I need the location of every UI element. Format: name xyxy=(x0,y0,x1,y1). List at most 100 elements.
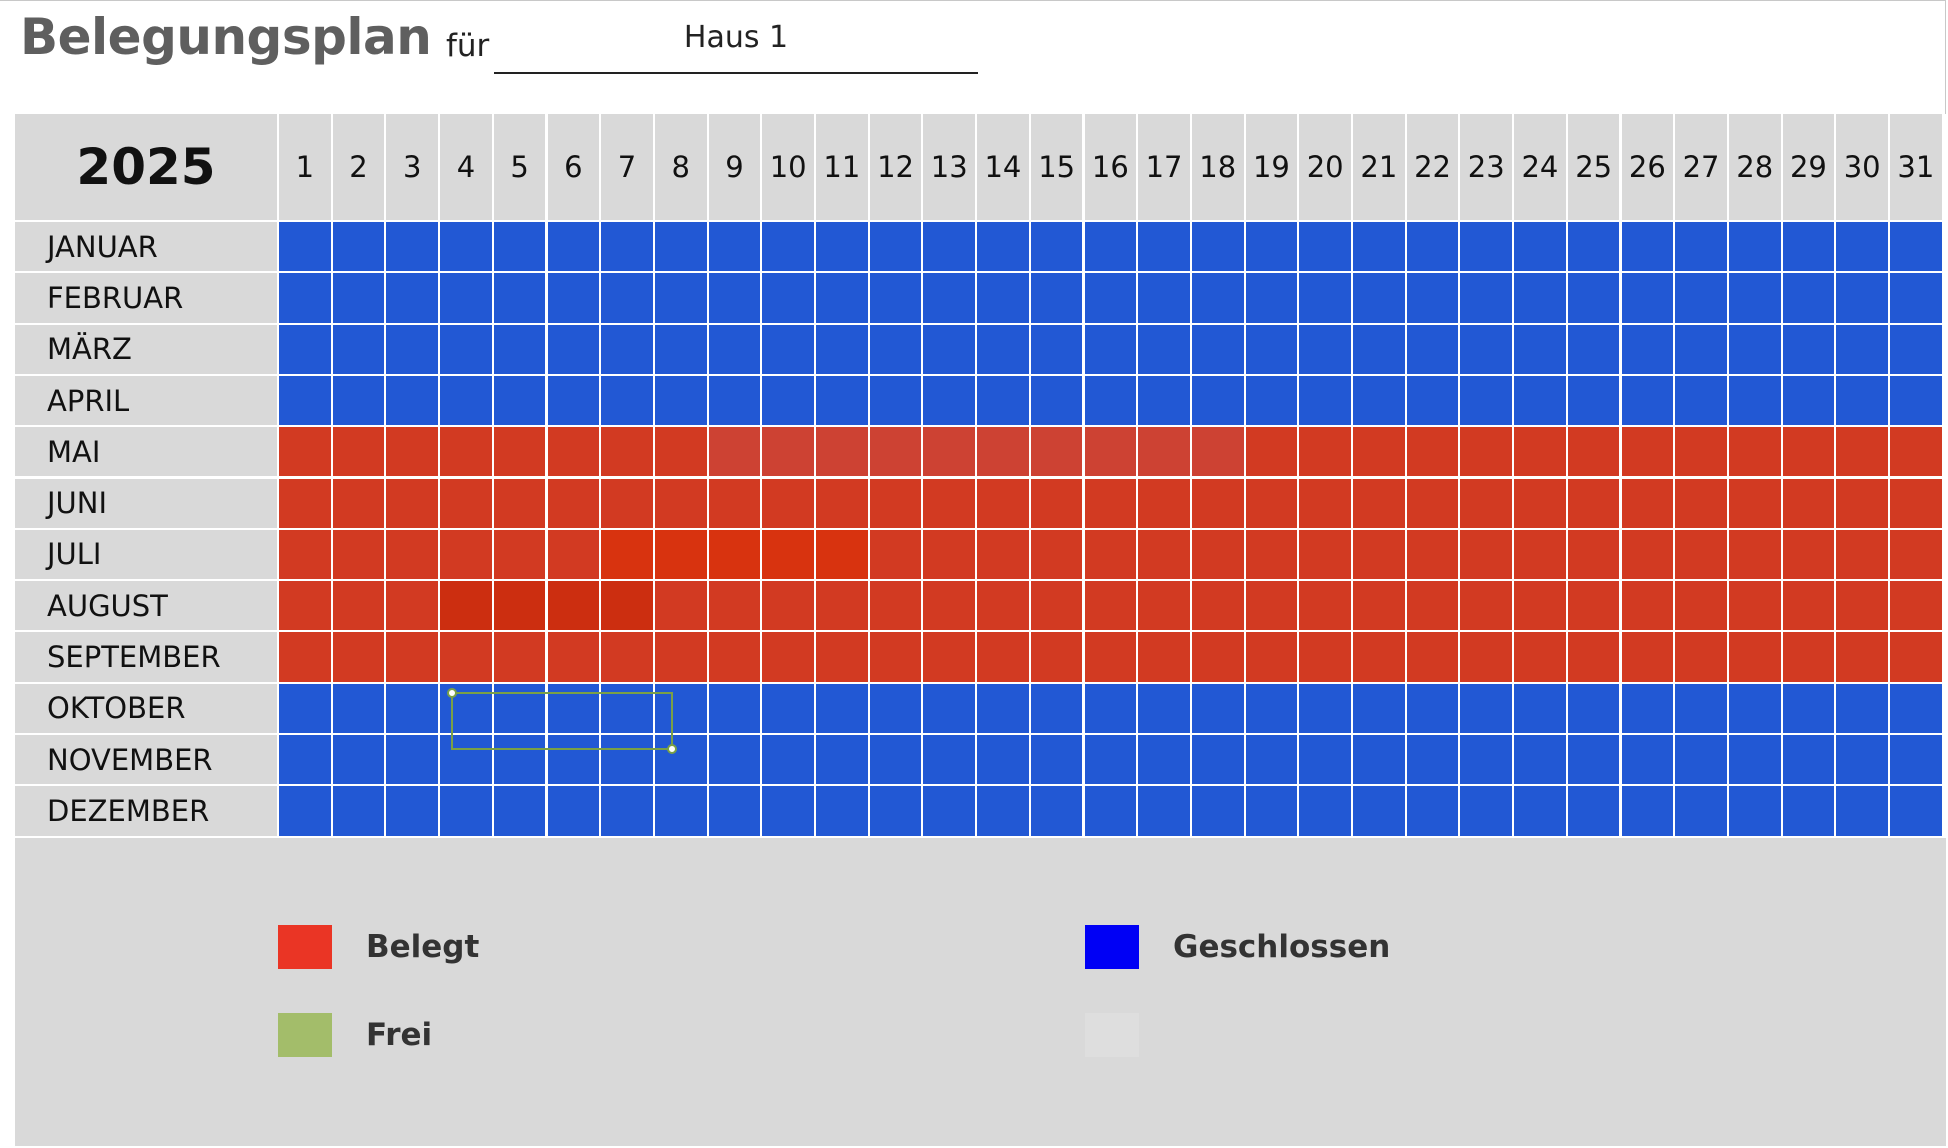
day-cell[interactable] xyxy=(1191,427,1246,479)
day-cell[interactable] xyxy=(1621,222,1676,274)
day-cell[interactable] xyxy=(1138,427,1192,479)
day-cell[interactable] xyxy=(279,581,333,633)
day-cell[interactable] xyxy=(977,786,1031,838)
day-cell[interactable] xyxy=(386,324,441,376)
day-cell[interactable] xyxy=(1514,222,1568,274)
day-cell[interactable] xyxy=(869,735,924,787)
day-cell[interactable] xyxy=(1675,529,1729,582)
day-cell[interactable] xyxy=(1728,683,1783,735)
day-cell[interactable] xyxy=(1030,786,1085,838)
day-cell[interactable] xyxy=(1084,427,1139,479)
day-cell[interactable] xyxy=(440,222,494,274)
day-cell[interactable] xyxy=(493,683,548,735)
day-cell[interactable] xyxy=(440,683,494,735)
day-cell[interactable] xyxy=(1406,324,1461,376)
day-cell[interactable] xyxy=(1836,273,1890,325)
day-cell[interactable] xyxy=(1406,478,1461,530)
day-cell[interactable] xyxy=(1084,222,1139,274)
day-cell[interactable] xyxy=(279,222,333,274)
day-cell[interactable] xyxy=(1084,683,1139,735)
day-cell[interactable] xyxy=(1084,632,1139,684)
house-field[interactable]: Haus 1 xyxy=(494,14,978,74)
day-cell[interactable] xyxy=(654,222,709,274)
day-cell[interactable] xyxy=(1245,735,1300,787)
day-cell[interactable] xyxy=(654,478,709,530)
day-cell[interactable] xyxy=(1191,529,1246,582)
day-cell[interactable] xyxy=(1890,375,1944,428)
day-cell[interactable] xyxy=(1406,375,1461,428)
day-cell[interactable] xyxy=(1514,735,1568,787)
day-cell[interactable] xyxy=(1836,324,1890,376)
day-cell[interactable] xyxy=(493,273,548,325)
day-cell[interactable] xyxy=(1191,683,1246,735)
day-cell[interactable] xyxy=(762,581,816,633)
day-cell[interactable] xyxy=(1299,786,1353,838)
day-cell[interactable] xyxy=(816,427,870,479)
day-cell[interactable] xyxy=(1138,581,1192,633)
day-cell[interactable] xyxy=(816,273,870,325)
day-cell[interactable] xyxy=(816,786,870,838)
day-cell[interactable] xyxy=(279,427,333,479)
day-cell[interactable] xyxy=(332,632,387,684)
day-cell[interactable] xyxy=(601,683,655,735)
day-cell[interactable] xyxy=(977,324,1031,376)
day-cell[interactable] xyxy=(869,683,924,735)
day-cell[interactable] xyxy=(547,375,602,428)
day-cell[interactable] xyxy=(1621,529,1676,582)
day-cell[interactable] xyxy=(654,735,709,787)
day-cell[interactable] xyxy=(1191,324,1246,376)
day-cell[interactable] xyxy=(708,324,763,376)
day-cell[interactable] xyxy=(923,375,978,428)
day-cell[interactable] xyxy=(493,375,548,428)
day-cell[interactable] xyxy=(1836,427,1890,479)
day-cell[interactable] xyxy=(1030,427,1085,479)
day-cell[interactable] xyxy=(816,222,870,274)
day-cell[interactable] xyxy=(1782,683,1837,735)
day-cell[interactable] xyxy=(1030,273,1085,325)
day-cell[interactable] xyxy=(816,632,870,684)
day-cell[interactable] xyxy=(1890,529,1944,582)
day-cell[interactable] xyxy=(1890,324,1944,376)
day-cell[interactable] xyxy=(1353,375,1407,428)
day-cell[interactable] xyxy=(1460,273,1515,325)
day-cell[interactable] xyxy=(977,222,1031,274)
day-cell[interactable] xyxy=(601,735,655,787)
day-cell[interactable] xyxy=(1406,683,1461,735)
day-cell[interactable] xyxy=(1567,786,1622,838)
day-cell[interactable] xyxy=(440,375,494,428)
day-cell[interactable] xyxy=(386,529,441,582)
day-cell[interactable] xyxy=(762,683,816,735)
day-cell[interactable] xyxy=(816,324,870,376)
day-cell[interactable] xyxy=(654,427,709,479)
day-cell[interactable] xyxy=(923,273,978,325)
day-cell[interactable] xyxy=(601,375,655,428)
day-cell[interactable] xyxy=(1675,375,1729,428)
day-cell[interactable] xyxy=(1890,786,1944,838)
day-cell[interactable] xyxy=(923,786,978,838)
day-cell[interactable] xyxy=(1245,324,1300,376)
day-cell[interactable] xyxy=(1030,324,1085,376)
day-cell[interactable] xyxy=(1191,581,1246,633)
day-cell[interactable] xyxy=(386,427,441,479)
day-cell[interactable] xyxy=(708,632,763,684)
day-cell[interactable] xyxy=(1245,581,1300,633)
day-cell[interactable] xyxy=(1191,375,1246,428)
day-cell[interactable] xyxy=(1406,529,1461,582)
day-cell[interactable] xyxy=(1406,581,1461,633)
day-cell[interactable] xyxy=(654,529,709,582)
day-cell[interactable] xyxy=(1675,632,1729,684)
day-cell[interactable] xyxy=(1138,478,1192,530)
day-cell[interactable] xyxy=(1567,529,1622,582)
day-cell[interactable] xyxy=(547,273,602,325)
day-cell[interactable] xyxy=(547,735,602,787)
day-cell[interactable] xyxy=(493,735,548,787)
day-cell[interactable] xyxy=(762,478,816,530)
day-cell[interactable] xyxy=(1245,683,1300,735)
day-cell[interactable] xyxy=(654,786,709,838)
day-cell[interactable] xyxy=(816,683,870,735)
day-cell[interactable] xyxy=(1460,222,1515,274)
day-cell[interactable] xyxy=(1299,222,1353,274)
day-cell[interactable] xyxy=(1621,735,1676,787)
day-cell[interactable] xyxy=(1621,324,1676,376)
day-cell[interactable] xyxy=(386,273,441,325)
